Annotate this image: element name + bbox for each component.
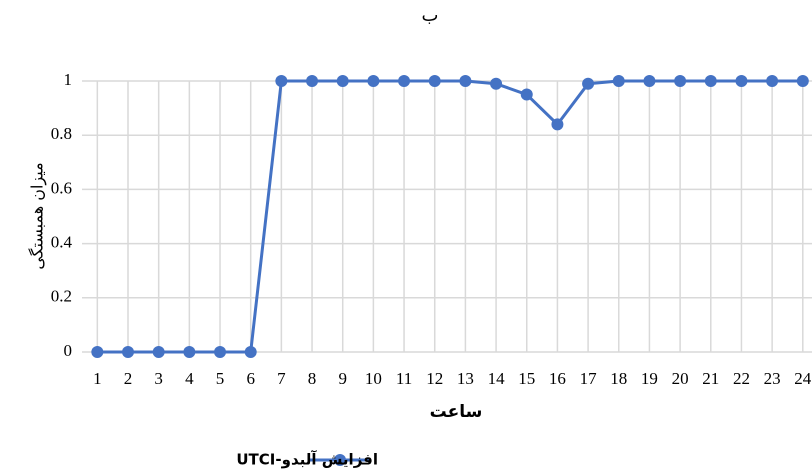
y-tick-label: 0.2 — [51, 287, 72, 306]
x-tick-label: 2 — [124, 369, 133, 388]
x-tick-label: 7 — [277, 369, 286, 388]
x-tick-label: 22 — [733, 369, 750, 388]
chart-title: ب — [422, 5, 439, 26]
data-point — [91, 346, 104, 358]
x-tick-label: 1 — [93, 369, 102, 388]
x-tick-label: 11 — [396, 369, 412, 388]
data-point — [214, 346, 227, 358]
y-tick-label: 0.6 — [51, 178, 72, 197]
x-tick-label: 4 — [185, 369, 194, 388]
x-tick-label: 21 — [702, 369, 719, 388]
data-point — [490, 77, 503, 90]
y-tick-label: 0 — [64, 341, 73, 360]
legend-marker — [334, 454, 346, 466]
data-point — [275, 75, 288, 87]
x-tick-label: 5 — [216, 369, 225, 388]
data-point — [674, 75, 687, 87]
x-tick-label: 19 — [641, 369, 658, 388]
x-tick-label: 13 — [457, 369, 474, 388]
data-point — [183, 346, 196, 358]
y-tick-label: 0.8 — [51, 124, 72, 143]
x-tick-label: 14 — [488, 369, 506, 388]
data-point — [796, 75, 809, 87]
data-point — [551, 118, 564, 131]
data-point — [367, 75, 380, 87]
series-line — [97, 79, 803, 354]
y-tick-label: 1 — [64, 70, 73, 89]
data-point — [643, 75, 656, 87]
data-point — [704, 75, 717, 87]
x-tick-label: 9 — [338, 369, 347, 388]
y-axis-label: میزان همبستگی — [28, 162, 48, 269]
data-point — [306, 75, 319, 87]
data-point — [336, 75, 349, 87]
x-tick-label: 12 — [426, 369, 443, 388]
x-tick-label: 18 — [610, 369, 627, 388]
data-point — [612, 75, 625, 87]
data-point — [428, 75, 441, 87]
data-point — [735, 75, 748, 87]
x-tick-label: 10 — [365, 369, 382, 388]
x-tick-label: 20 — [672, 369, 689, 388]
x-tick-label: 17 — [580, 369, 598, 388]
x-tick-label: 23 — [764, 369, 781, 388]
x-axis-label: ساعت — [430, 402, 483, 422]
y-tick-label: 0.4 — [51, 233, 73, 252]
data-point — [520, 88, 533, 101]
data-point — [152, 346, 165, 358]
data-point — [459, 75, 472, 87]
x-tick-label: 3 — [154, 369, 163, 388]
data-point — [766, 75, 779, 87]
legend-label: افزایش آلبدو-UTCI — [236, 451, 378, 469]
x-tick-label: 24 — [794, 369, 812, 388]
data-point — [122, 346, 135, 358]
x-tick-label: 15 — [518, 369, 535, 388]
data-point — [244, 346, 257, 358]
x-tick-label: 6 — [246, 369, 255, 388]
x-tick-label: 8 — [308, 369, 317, 388]
data-point — [582, 77, 595, 90]
data-point — [398, 75, 411, 87]
x-tick-label: 16 — [549, 369, 566, 388]
